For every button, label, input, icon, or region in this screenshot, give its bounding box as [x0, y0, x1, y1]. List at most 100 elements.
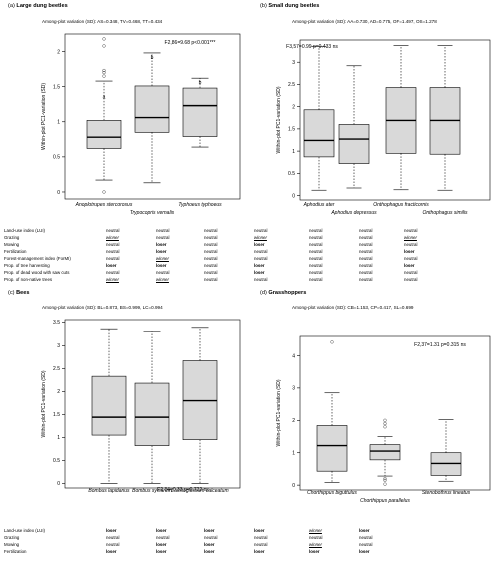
y-tick-label: 0 [292, 193, 295, 199]
y-tick-label: 3.5 [53, 320, 60, 326]
box-1 [303, 46, 335, 191]
table-cell: winner [254, 235, 267, 240]
table-cell: neutral [156, 270, 170, 275]
table-cell: winner [309, 542, 322, 547]
table-row-label: Land-use index (LUI) [4, 528, 46, 533]
table-cell: loser [254, 270, 265, 275]
species-label: Chorthippus parallelus [360, 498, 410, 504]
species-label: Typhoeus typhoeus [178, 202, 222, 208]
table-cell: neutral [404, 270, 418, 275]
panel-c-label: (c) [8, 290, 15, 296]
table-cell: loser [106, 549, 117, 554]
table-row-label: Mowing [4, 242, 20, 247]
table-cell: loser [359, 549, 370, 554]
box-1 [316, 340, 348, 483]
table-cell: neutral [204, 535, 218, 540]
chart-c: 0 0.5 1 1.5 2 2.5 3 3.5 Within-plot PC1-variatio… [41, 319, 241, 494]
outlier-point [383, 418, 387, 422]
table-cell: neutral [309, 242, 323, 247]
table-cell: winner [156, 256, 169, 261]
box-iqr [134, 85, 170, 133]
y-axis-label: Within-plot PC1-variation (SD) [276, 86, 282, 153]
y-tick-label: 1.5 [288, 127, 295, 133]
box-3 [182, 327, 218, 484]
table-cell: loser [204, 542, 215, 547]
table-cell: neutral [309, 249, 323, 254]
table-cell: neutral [309, 535, 323, 540]
table-cell: neutral [404, 228, 418, 233]
outlier-point [102, 44, 106, 48]
table-row-label: Fertilization [4, 249, 27, 254]
plot-frame [299, 335, 491, 491]
table-row-label: Grazing [4, 235, 20, 240]
table-cell: loser [254, 263, 265, 268]
box-2 [369, 418, 401, 486]
panel-a-title: (a) Large dung beetles [8, 3, 68, 9]
table-cell: neutral [359, 263, 373, 268]
outlier-point [383, 482, 387, 486]
table-cell: neutral [309, 263, 323, 268]
species-label: Onthophagus similis [422, 210, 468, 216]
box-iqr [86, 120, 122, 149]
table-cell: neutral [254, 535, 268, 540]
y-axis-label: Within-plot PC1-variation (SD) [41, 370, 47, 437]
table-cell: neutral [106, 542, 120, 547]
box-iqr [338, 124, 370, 164]
y-tick-label: 3 [292, 60, 295, 66]
y-tick-label: 2.5 [288, 82, 295, 88]
chart-a: 0 0.5 1 1.5 2 Within-plot PC1-variation (SD) a… [41, 33, 241, 216]
table-cell: neutral [204, 263, 218, 268]
species-label: Bombus sylvarum [132, 488, 172, 494]
table-cell: loser [156, 263, 167, 268]
outlier-point [383, 421, 387, 426]
y-tick-label: 0 [292, 483, 295, 489]
table-cell: loser [106, 263, 117, 268]
y-tick-label: 0.5 [53, 155, 60, 161]
chart-d: 0 1 2 3 4 Within-plot PC1-variation (SD) Chort… [276, 335, 491, 504]
species-label: Stenobothrus lineatus [422, 490, 471, 496]
outlier-point [383, 425, 387, 429]
box-2: b [134, 52, 170, 184]
y-tick-label: 1.5 [53, 84, 60, 90]
box-iqr [91, 375, 127, 436]
table-cell: loser [309, 549, 320, 554]
species-label: Lassioglossum calceatum [171, 488, 228, 494]
stat-text: F3,57=0.99 p=0.433 ns [286, 44, 338, 50]
table-cell: neutral [204, 256, 218, 261]
table-cell: neutral [106, 242, 120, 247]
panel-d-title-text: Grasshoppers [268, 290, 307, 296]
table-cell: winner [106, 235, 119, 240]
plot-frame [64, 33, 241, 200]
y-tick-label: 1.5 [53, 412, 60, 418]
table-cell: loser [359, 528, 370, 533]
chart-b: 0 0.5 1 1.5 2 2.5 3 Within-plot PC1-variation (… [276, 39, 491, 216]
plot-frame [299, 39, 491, 201]
plot-frame [64, 319, 241, 489]
table-cell: loser [204, 549, 215, 554]
table-cell: neutral [359, 535, 373, 540]
y-tick-label: 3 [57, 343, 60, 349]
y-tick-label: 1 [292, 149, 295, 155]
box-3 [430, 419, 462, 482]
table-cell: loser [156, 542, 167, 547]
species-label: Chorthippus biguttulus [307, 490, 357, 496]
y-axis-label: Within-plot PC1-variation (SD) [276, 379, 282, 446]
table-cell: neutral [309, 270, 323, 275]
box-iqr [303, 109, 335, 158]
significance-letter: b [151, 55, 154, 61]
table-cell: neutral [309, 256, 323, 261]
table-row-label: Mowing [4, 542, 20, 547]
table-row-label: Land-use index (LUI) [4, 228, 46, 233]
table-cell: neutral [204, 270, 218, 275]
table-cell: loser [156, 549, 167, 554]
box-iqr [134, 382, 170, 446]
table-cell: loser [156, 249, 167, 254]
y-tick-label: 0.5 [288, 171, 295, 177]
table-cell: neutral [359, 249, 373, 254]
table-cell: winner [156, 277, 169, 282]
panel-b-among-plot-text: Among-plot variation (SD): AA=0.730, AD=… [292, 19, 437, 24]
panel-a-label: (a) [8, 3, 15, 9]
species-label: Anoplotrupes stercorosus [75, 202, 133, 208]
table-cell: loser [404, 263, 415, 268]
y-tick-label: 0 [57, 481, 60, 487]
